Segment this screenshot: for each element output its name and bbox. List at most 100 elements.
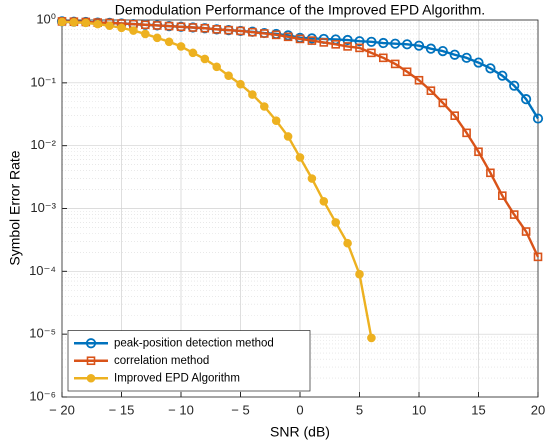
marker — [141, 20, 150, 30]
plot-frame — [61, 19, 539, 398]
marker — [200, 23, 210, 33]
marker — [236, 26, 245, 36]
marker — [117, 23, 126, 33]
marker — [152, 21, 162, 30]
marker — [486, 168, 495, 178]
y-tick-label: 10⁻² — [30, 137, 56, 152]
legend-box — [67, 330, 311, 392]
marker — [81, 18, 91, 28]
marker — [343, 238, 352, 248]
marker — [188, 48, 198, 58]
x-axis-label: SNR (dB) — [270, 424, 330, 440]
marker — [509, 210, 519, 219]
marker — [413, 40, 425, 51]
marker — [509, 80, 520, 91]
marker — [354, 36, 365, 47]
marker — [86, 356, 96, 366]
marker — [497, 191, 507, 200]
marker — [283, 132, 293, 141]
marker — [307, 36, 317, 45]
marker — [152, 33, 162, 43]
marker — [378, 53, 388, 63]
x-tick-label: 20 — [531, 402, 545, 417]
marker — [390, 38, 401, 49]
marker — [248, 90, 257, 99]
marker — [390, 59, 400, 69]
marker — [449, 49, 460, 60]
marker — [141, 29, 150, 39]
marker — [164, 37, 174, 47]
marker — [236, 79, 245, 89]
marker — [259, 29, 269, 38]
marker — [176, 42, 186, 51]
marker — [401, 39, 413, 50]
y-tick-label: 10⁻⁵ — [29, 326, 56, 341]
marker — [271, 30, 281, 40]
legend-label: Improved EPD Algorithm — [114, 372, 240, 384]
marker — [367, 333, 376, 343]
marker — [437, 45, 448, 57]
marker — [532, 113, 544, 124]
marker — [86, 373, 96, 383]
marker — [497, 70, 508, 81]
marker — [188, 23, 198, 32]
marker — [402, 67, 412, 77]
x-tick-label: − 10 — [168, 402, 194, 417]
marker — [366, 36, 377, 47]
marker — [85, 338, 97, 349]
marker — [342, 34, 353, 46]
marker — [271, 116, 281, 125]
marker — [200, 54, 210, 64]
marker — [450, 111, 460, 120]
marker — [485, 63, 496, 74]
marker — [425, 43, 436, 54]
x-tick-label: 10 — [412, 402, 426, 417]
legend: peak-position detection method correlatio… — [67, 330, 311, 392]
marker — [520, 94, 532, 105]
y-tick-label: 10⁻³ — [30, 200, 56, 215]
marker — [319, 197, 329, 206]
marker — [378, 37, 389, 49]
marker — [93, 19, 102, 29]
x-tick-label: − 15 — [109, 402, 135, 417]
x-tick-label: 5 — [356, 402, 363, 417]
y-tick-label: 10⁰ — [36, 11, 56, 26]
marker — [331, 218, 341, 227]
x-tick-label: − 5 — [231, 402, 249, 417]
x-tick-label: 0 — [296, 402, 303, 417]
marker — [224, 71, 233, 80]
marker — [176, 22, 186, 32]
y-tick-label: 10⁻⁴ — [29, 263, 56, 278]
marker — [367, 48, 376, 58]
marker — [212, 25, 221, 34]
marker — [343, 42, 352, 51]
marker — [105, 21, 114, 31]
marker — [426, 86, 436, 95]
marker — [295, 34, 305, 44]
y-axis-label: Symbol Error Rate — [7, 150, 23, 265]
marker — [224, 25, 233, 35]
marker — [283, 32, 293, 42]
marker — [69, 17, 79, 27]
marker — [164, 21, 174, 31]
marker — [319, 38, 329, 47]
marker — [129, 26, 138, 35]
marker — [438, 98, 448, 108]
legend-label: correlation method — [114, 355, 209, 367]
marker — [474, 147, 483, 157]
y-tick-label: 10⁻⁶ — [29, 388, 56, 403]
marker — [307, 174, 317, 183]
marker — [57, 17, 67, 27]
marker — [533, 252, 543, 262]
marker — [212, 62, 221, 72]
marker — [331, 40, 341, 49]
marker — [355, 269, 364, 279]
chart-title: Demodulation Performance of the Improved… — [115, 2, 485, 18]
marker — [355, 43, 364, 53]
marker — [461, 52, 472, 63]
legend-label: peak-position detection method — [114, 337, 274, 349]
marker — [248, 27, 257, 37]
x-tick-label: 15 — [471, 402, 485, 417]
